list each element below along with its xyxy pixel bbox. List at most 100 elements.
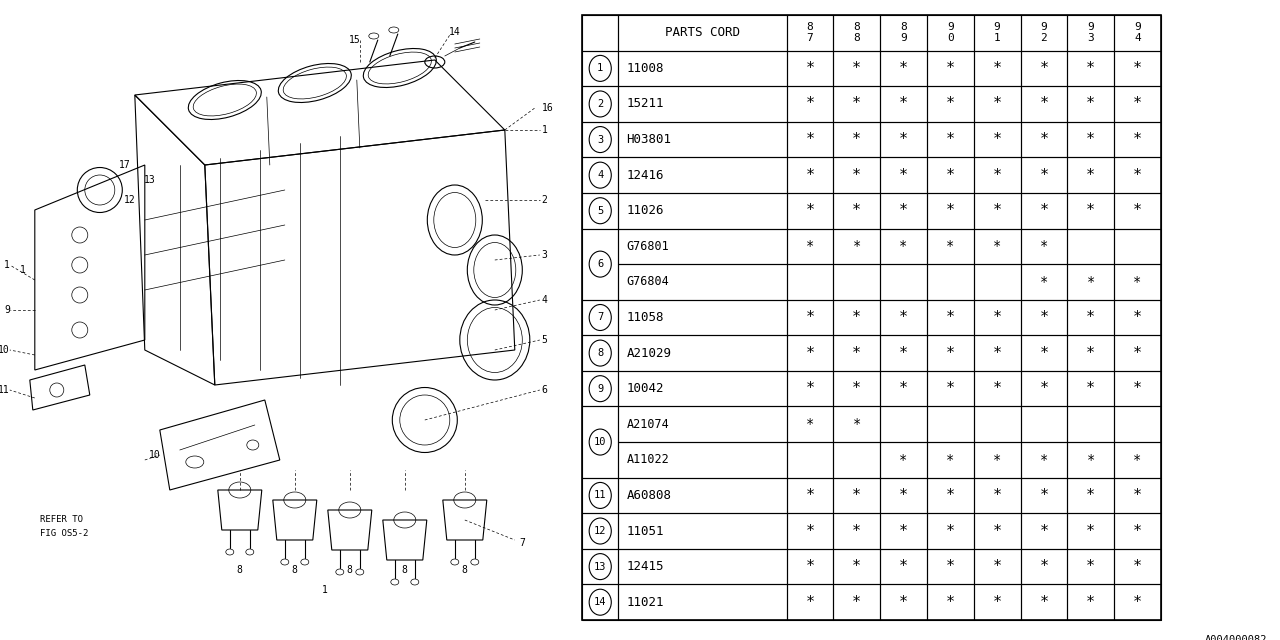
Bar [1020, 371, 1068, 406]
Text: 10: 10 [0, 345, 10, 355]
Bar [1068, 442, 1114, 477]
Bar [881, 264, 927, 300]
Text: *: * [1087, 168, 1096, 182]
Bar [1020, 477, 1068, 513]
Bar [833, 193, 881, 228]
Text: *: * [852, 559, 861, 574]
Text: 7: 7 [596, 312, 603, 323]
Bar [1020, 300, 1068, 335]
Text: *: * [992, 524, 1002, 538]
Text: *: * [992, 97, 1002, 111]
Bar [1020, 157, 1068, 193]
Bar [974, 442, 1020, 477]
Text: *: * [1039, 559, 1048, 574]
Text: *: * [1133, 61, 1142, 76]
Text: *: * [1039, 97, 1048, 111]
Text: *: * [946, 381, 955, 396]
Text: *: * [992, 559, 1002, 574]
Text: 11058: 11058 [627, 311, 664, 324]
Bar [833, 228, 881, 264]
Text: *: * [852, 97, 861, 111]
Text: *: * [805, 132, 814, 147]
Bar [881, 51, 927, 86]
Bar [582, 477, 618, 513]
Text: *: * [805, 168, 814, 182]
Text: 4: 4 [541, 295, 548, 305]
Bar [1114, 513, 1161, 549]
Text: 4: 4 [596, 170, 603, 180]
Bar [618, 300, 786, 335]
Bar [833, 51, 881, 86]
Text: *: * [1087, 132, 1096, 147]
Bar [786, 513, 833, 549]
Text: *: * [992, 310, 1002, 325]
Text: 9: 9 [4, 305, 10, 315]
Bar [927, 442, 974, 477]
Text: 1: 1 [321, 585, 328, 595]
Bar [1114, 406, 1161, 442]
Text: *: * [1087, 381, 1096, 396]
Bar [618, 157, 786, 193]
Text: *: * [946, 168, 955, 182]
Bar [881, 228, 927, 264]
Text: *: * [1133, 204, 1142, 218]
Bar [786, 300, 833, 335]
Text: *: * [1039, 346, 1048, 360]
Bar [786, 584, 833, 620]
Bar [786, 264, 833, 300]
Text: 11026: 11026 [627, 204, 664, 217]
Bar [786, 228, 833, 264]
Bar [1114, 300, 1161, 335]
Text: *: * [805, 417, 814, 431]
Bar [974, 157, 1020, 193]
Bar [786, 406, 833, 442]
Bar [974, 193, 1020, 228]
Bar [833, 442, 881, 477]
Text: *: * [1039, 168, 1048, 182]
Bar [1020, 15, 1068, 51]
Text: *: * [993, 453, 1001, 467]
Text: *: * [805, 239, 814, 253]
Bar [618, 442, 786, 477]
Bar [618, 264, 786, 300]
Text: *: * [992, 168, 1002, 182]
Bar [974, 513, 1020, 549]
Bar [618, 477, 786, 513]
Text: 14: 14 [594, 597, 607, 607]
Bar [582, 193, 618, 228]
Bar [881, 584, 927, 620]
Text: *: * [1039, 204, 1048, 218]
Text: 5: 5 [541, 335, 548, 345]
Bar [881, 513, 927, 549]
Text: *: * [899, 204, 908, 218]
Text: *: * [852, 168, 861, 182]
Bar [1114, 264, 1161, 300]
Bar [582, 335, 618, 371]
Text: *: * [852, 239, 861, 253]
Bar [786, 335, 833, 371]
Bar [1114, 442, 1161, 477]
Text: 13: 13 [143, 175, 156, 185]
Text: 11021: 11021 [627, 596, 664, 609]
Bar [1020, 264, 1068, 300]
Bar [582, 157, 618, 193]
Bar [974, 371, 1020, 406]
Text: *: * [805, 524, 814, 538]
Bar [1020, 86, 1068, 122]
Text: *: * [1039, 524, 1048, 538]
Text: 8: 8 [292, 565, 298, 575]
Bar [833, 335, 881, 371]
Bar [1114, 477, 1161, 513]
Bar [1020, 406, 1068, 442]
Text: 1: 1 [4, 260, 10, 270]
Bar [1068, 513, 1114, 549]
Bar [582, 513, 618, 549]
Text: 5: 5 [596, 205, 603, 216]
Bar [618, 86, 786, 122]
Text: 8: 8 [237, 565, 243, 575]
Bar [1020, 584, 1068, 620]
Bar [582, 584, 618, 620]
Text: *: * [899, 381, 908, 396]
Text: *: * [946, 61, 955, 76]
Text: *: * [899, 97, 908, 111]
